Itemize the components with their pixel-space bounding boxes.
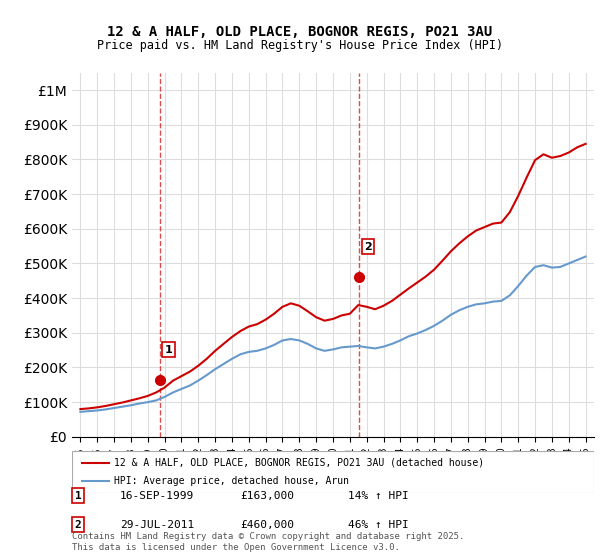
Text: 14% ↑ HPI: 14% ↑ HPI (348, 491, 409, 501)
Text: 16-SEP-1999: 16-SEP-1999 (120, 491, 194, 501)
Text: 1: 1 (164, 344, 172, 354)
Text: 29-JUL-2011: 29-JUL-2011 (120, 520, 194, 530)
Text: 12 & A HALF, OLD PLACE, BOGNOR REGIS, PO21 3AU (detached house): 12 & A HALF, OLD PLACE, BOGNOR REGIS, PO… (114, 458, 484, 468)
Text: Price paid vs. HM Land Registry's House Price Index (HPI): Price paid vs. HM Land Registry's House … (97, 39, 503, 52)
FancyBboxPatch shape (72, 451, 594, 493)
Text: 46% ↑ HPI: 46% ↑ HPI (348, 520, 409, 530)
Text: 12 & A HALF, OLD PLACE, BOGNOR REGIS, PO21 3AU: 12 & A HALF, OLD PLACE, BOGNOR REGIS, PO… (107, 25, 493, 39)
Text: Contains HM Land Registry data © Crown copyright and database right 2025.
This d: Contains HM Land Registry data © Crown c… (72, 532, 464, 552)
Text: £163,000: £163,000 (240, 491, 294, 501)
Text: HPI: Average price, detached house, Arun: HPI: Average price, detached house, Arun (114, 476, 349, 486)
Text: 2: 2 (74, 520, 82, 530)
Text: 1: 1 (74, 491, 82, 501)
Text: 2: 2 (364, 241, 372, 251)
Text: £460,000: £460,000 (240, 520, 294, 530)
